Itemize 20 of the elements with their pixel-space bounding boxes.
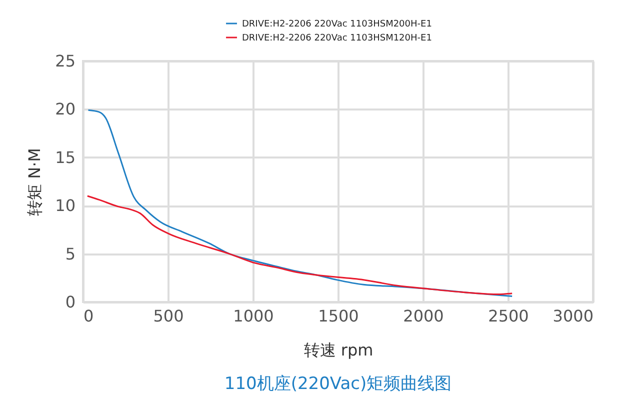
x-axis-title: 转速 rpm <box>304 340 374 360</box>
x-tick-label: 2000 <box>403 306 444 326</box>
line-series <box>86 195 513 296</box>
line-series <box>88 109 513 297</box>
x-tick-label: 500 <box>153 306 184 326</box>
y-tick-label: 20 <box>55 100 76 119</box>
x-tick-label: 1000 <box>233 306 274 326</box>
x-tick-label: 1500 <box>318 306 359 326</box>
y-tick-label: 25 <box>55 52 76 70</box>
x-tick-label: 0 <box>84 306 94 326</box>
y-axis-title: 转矩 N·M <box>25 148 44 216</box>
y-tick-label: 15 <box>55 148 76 167</box>
legend-label: DRIVE:H2-2206 220Vac 1103HSM120H-E1 <box>242 34 432 44</box>
x-tick-label: 2500 <box>488 306 529 326</box>
y-tick-label: 0 <box>65 292 76 312</box>
y-tick-label: 10 <box>55 196 76 216</box>
x-tick-label: 3000 <box>552 306 594 326</box>
legend-label: DRIVE:H2-2206 220Vac 1103HSM200H-E1 <box>242 20 432 30</box>
text: 110机座(220Vac)矩频曲线图 <box>224 374 452 394</box>
y-tick-label: 5 <box>65 244 76 264</box>
